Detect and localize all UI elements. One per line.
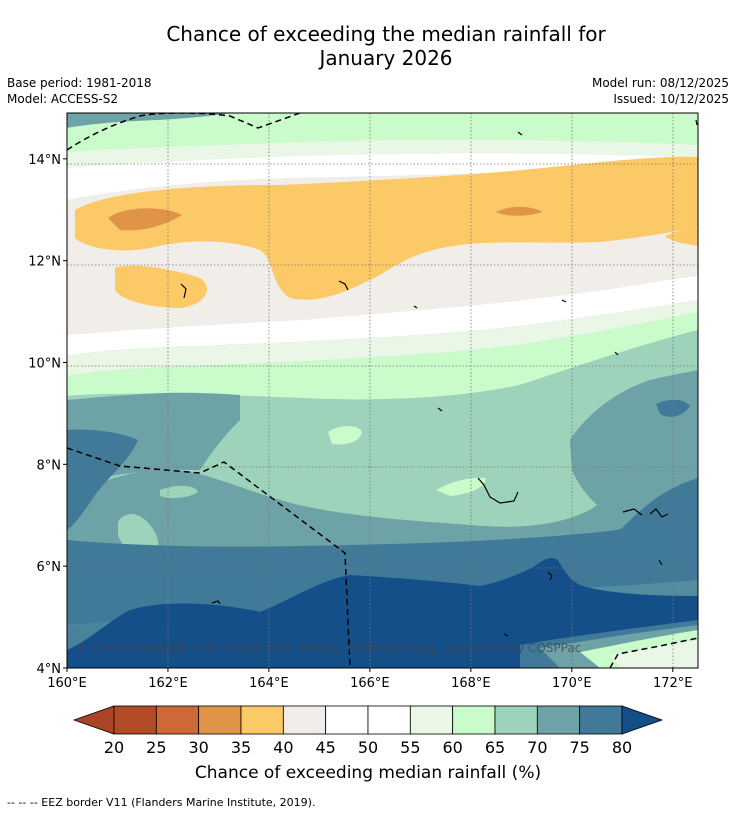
y-tick-label: 10°N [28,356,61,371]
contour-80-south [67,558,698,668]
contour-50-lower [67,276,698,356]
y-tick-label: 4°N [37,662,62,677]
colorbar-segment [198,705,242,735]
colorbar-tick-label: 55 [400,738,420,757]
y-tick-label: 12°N [28,255,61,270]
x-tick-label: 162°E [148,676,188,691]
contour-60-top [67,113,698,152]
y-tick-label: 6°N [37,560,62,575]
map-title: Chance of exceeding the median rainfall … [0,22,736,70]
contour-50-top [67,153,698,200]
colorbar-segment [452,705,496,735]
colorbar-segment [536,705,581,735]
meta-right: Model run: 08/12/2025 Issued: 10/12/2025 [592,75,729,107]
map-frame [66,112,699,669]
colorbar-tick-label: 50 [358,738,378,757]
colorbar-tick-label: 30 [188,738,208,757]
contour-35-left [108,208,182,231]
x-tick-label: 172°E [653,676,693,691]
colorbar-tick-label: 60 [442,738,462,757]
x-tick-label: 160°E [47,676,87,691]
colorbar-tick-label: 70 [527,738,547,757]
base-period: Base period: 1981-2018 [7,76,152,90]
contour-60-lower [67,312,698,400]
y-tick-label: 8°N [37,458,62,473]
contour-55-top [67,139,698,168]
colorbar: 20 25 30 35 40 45 50 55 60 65 70 75 80 [72,705,664,757]
colorbar-tick-label: 40 [273,738,293,757]
x-tick-label: 168°E [451,676,491,691]
colorbar-segment [367,705,411,735]
colorbar-tick-label: 35 [231,738,251,757]
colorbar-label: Chance of exceeding median rainfall (%) [195,763,541,783]
colorbar-segment [282,705,327,735]
colorbar-segment [409,705,454,735]
map-figure: © Commonwealth of Australia 2025, Bureau… [28,112,699,783]
colorbar-min-extend [72,705,115,735]
map-gridlines [67,113,698,668]
colorbar-segment [155,705,200,735]
colorbar-tick-label: 75 [569,738,589,757]
model-run: Model run: 08/12/2025 [591,76,729,90]
contour-60-pocket-1 [328,426,362,445]
model-name: Model: ACCESS-S2 [7,92,119,106]
y-axis-ticks: 4°N 6°N 8°N 10°N 12°N 14°N [28,153,67,677]
colorbar-segment [579,705,623,735]
colorbar-segment [325,705,369,735]
map-title-line2: January 2026 [319,46,453,70]
map-title-line1: Chance of exceeding the median rainfall … [166,22,606,46]
colorbar-segment [113,705,157,735]
meta-left: Base period: 1981-2018 Model: ACCESS-S2 [7,75,152,107]
colorbar-tick-label: 20 [104,738,124,757]
copyright-notice: © Commonwealth of Australia 2025, Bureau… [76,641,581,655]
contour-35-right [496,206,543,216]
colorbar-tick-label: 80 [612,738,632,757]
contour-40-band [75,156,698,300]
contour-60-pocket-2 [436,477,486,496]
colorbar-segment [494,705,538,735]
y-tick-label: 14°N [28,153,61,168]
issued-date: Issued: 10/12/2025 [613,92,729,106]
x-tick-label: 170°E [552,676,592,691]
colorbar-tick-label: 65 [485,738,505,757]
eez-footnote: -- -- -- EEZ border V11 (Flanders Marine… [7,796,316,809]
rainfall-contours [67,113,698,668]
x-axis-ticks: 160°E 162°E 164°E 166°E 168°E 170°E 172°E [47,668,693,691]
contour-75-west [67,429,138,530]
x-tick-label: 164°E [249,676,289,691]
x-tick-label: 166°E [350,676,390,691]
contour-55-southeast [610,640,698,668]
colorbar-tick-label: 25 [146,738,166,757]
contour-65-pocket-1 [160,485,198,499]
eez-borders [67,113,698,668]
contour-65-central [67,330,698,527]
contour-55-lower [67,300,698,376]
islands [180,119,698,637]
colorbar-tick-label: 45 [315,738,335,757]
colorbar-max-extend [621,705,664,735]
colorbar-segment [240,705,284,735]
